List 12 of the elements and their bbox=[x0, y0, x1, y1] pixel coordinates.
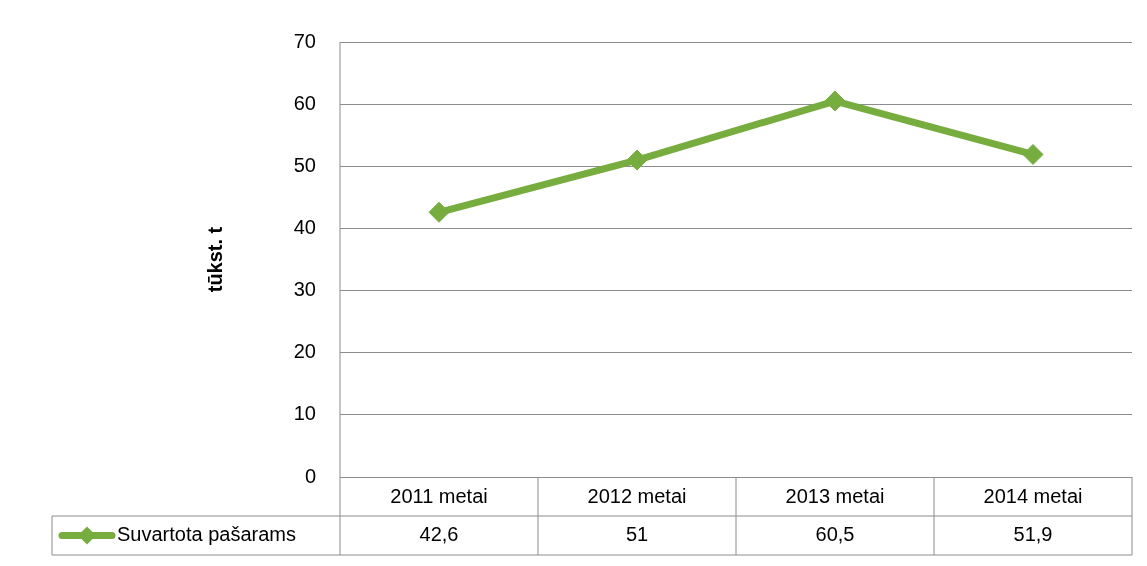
y-axis-title: tūkst. t bbox=[203, 226, 226, 293]
y-tick-label: 50 bbox=[293, 153, 316, 176]
point bbox=[1022, 143, 1044, 165]
point bbox=[626, 149, 648, 171]
y-tick-label: 70 bbox=[293, 29, 316, 52]
point bbox=[824, 90, 846, 112]
y-tick-label: 30 bbox=[293, 278, 316, 301]
y-tick-label: 10 bbox=[293, 402, 316, 425]
y-tick-label: 40 bbox=[293, 215, 316, 238]
y-tick-label: 20 bbox=[293, 340, 316, 363]
point bbox=[428, 201, 450, 223]
y-tick-label: 60 bbox=[293, 91, 316, 114]
